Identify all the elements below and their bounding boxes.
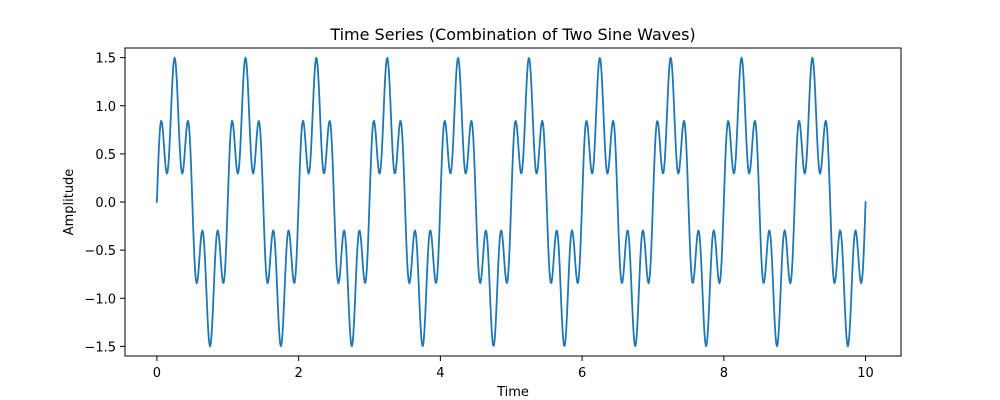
y-axis-ticks: −1.5 −1.0 −0.5 0.0 0.5 1.0 1.5 (84, 52, 125, 355)
y-tick-label: 1.5 (95, 52, 116, 67)
y-tick-label: 1.0 (95, 100, 116, 115)
chart-title: Time Series (Combination of Two Sine Wav… (329, 25, 695, 44)
x-tick-label: 2 (294, 366, 302, 381)
x-axis-label: Time (496, 385, 529, 400)
x-axis-ticks: 0 2 4 6 8 10 (153, 356, 874, 381)
y-tick-label: −1.5 (84, 340, 116, 355)
y-tick-label: 0.0 (95, 196, 116, 211)
x-tick-label: 0 (153, 366, 161, 381)
x-tick-label: 4 (436, 366, 444, 381)
x-tick-label: 6 (578, 366, 586, 381)
x-tick-label: 10 (857, 366, 874, 381)
plot-frame (124, 47, 902, 357)
y-tick-label: −1.0 (84, 292, 116, 307)
series-line (155, 56, 867, 348)
x-tick-label: 8 (720, 366, 728, 381)
y-tick-label: 0.5 (95, 148, 116, 163)
y-tick-label: −0.5 (84, 244, 116, 259)
y-axis-label: Amplitude (62, 169, 77, 236)
